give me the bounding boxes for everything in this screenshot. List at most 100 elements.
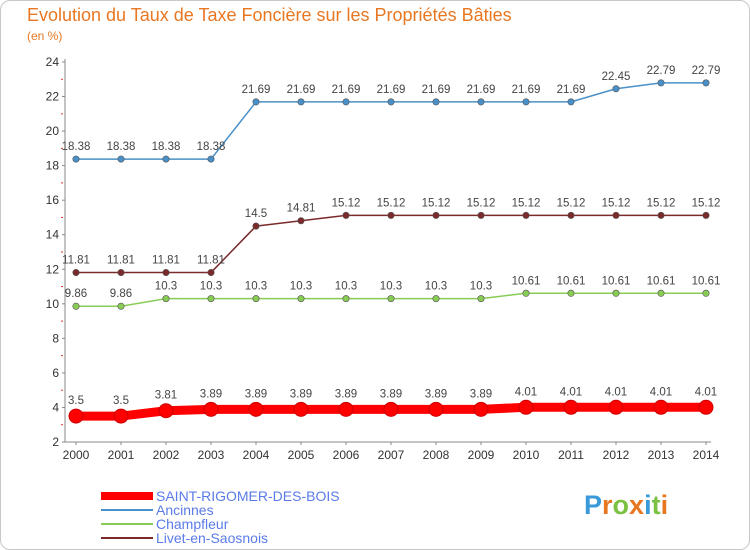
data-label-3: 11.81: [62, 255, 90, 267]
legend-swatch-livet: [101, 537, 153, 539]
data-point-0: [518, 399, 534, 415]
data-label-3: 15.12: [692, 197, 721, 209]
data-label-0: 3.89: [290, 388, 312, 400]
x-tick-label: 2013: [648, 448, 675, 462]
data-point-3: [432, 211, 440, 219]
y-tick-label: 22: [46, 90, 60, 104]
data-point-3: [207, 269, 215, 277]
data-label-3: 15.12: [512, 197, 541, 209]
data-point-3: [522, 211, 530, 219]
y-tick-label: 10: [46, 297, 60, 311]
x-tick-label: 2001: [108, 448, 135, 462]
legend-label-champfleur: Champfleur: [156, 516, 229, 532]
data-label-1: 18.38: [62, 141, 91, 153]
data-point-0: [653, 399, 669, 415]
data-point-1: [522, 98, 530, 106]
data-label-2: 9.86: [65, 288, 87, 300]
data-point-2: [342, 295, 350, 303]
unit-label: (en %): [27, 29, 63, 43]
data-point-2: [702, 289, 710, 297]
x-tick-label: 2004: [243, 448, 270, 462]
data-point-3: [612, 211, 620, 219]
data-point-2: [117, 302, 125, 310]
data-point-1: [162, 155, 170, 163]
data-label-1: 21.69: [377, 84, 406, 96]
data-label-1: 22.79: [692, 65, 721, 77]
data-label-3: 14.5: [245, 208, 267, 220]
data-label-2: 10.3: [425, 281, 447, 293]
data-point-0: [428, 401, 444, 417]
data-label-1: 21.69: [422, 84, 451, 96]
data-point-0: [473, 401, 489, 417]
data-point-2: [162, 295, 170, 303]
logo-letter: P: [584, 490, 603, 520]
data-point-3: [252, 222, 260, 230]
data-point-1: [612, 85, 620, 93]
data-label-3: 15.12: [557, 197, 586, 209]
x-tick-label: 2000: [63, 448, 90, 462]
x-tick-label: 2010: [513, 448, 540, 462]
data-label-2: 10.3: [470, 281, 492, 293]
data-label-0: 3.89: [380, 388, 402, 400]
logo-letter: x: [629, 490, 645, 520]
logo-letter: o: [612, 490, 630, 520]
data-point-1: [117, 155, 125, 163]
data-label-1: 21.69: [287, 84, 316, 96]
data-point-3: [657, 211, 665, 219]
data-point-0: [293, 401, 309, 417]
data-label-0: 3.5: [113, 395, 129, 407]
logo-letter: r: [602, 490, 613, 520]
data-labels-layer: 18.38 18.38 18.38 18.38 21.69 21.69 21.69 21.69…: [62, 65, 721, 407]
data-label-0: 3.5: [68, 395, 84, 407]
y-tick-label: 2: [52, 435, 59, 449]
data-point-0: [68, 408, 84, 424]
y-tick-label: 24: [46, 55, 60, 69]
legend-swatch-saint-rigomer: [101, 492, 153, 500]
data-label-1: 22.45: [602, 71, 631, 83]
data-point-2: [612, 289, 620, 297]
data-label-2: 10.3: [200, 281, 222, 293]
x-tick-label: 2002: [153, 448, 180, 462]
data-label-3: 15.12: [647, 197, 676, 209]
data-label-2: 10.61: [557, 275, 586, 287]
data-label-1: 18.38: [107, 141, 136, 153]
data-point-2: [477, 295, 485, 303]
x-tick-label: 2007: [378, 448, 405, 462]
logo-letter: i: [644, 490, 652, 520]
data-point-1: [702, 79, 710, 87]
data-label-0: 4.01: [605, 386, 627, 398]
data-label-2: 10.3: [155, 281, 177, 293]
data-point-2: [657, 289, 665, 297]
data-label-0: 3.89: [200, 388, 222, 400]
data-point-2: [522, 289, 530, 297]
data-label-3: 15.12: [377, 197, 406, 209]
x-tick-label: 2006: [333, 448, 360, 462]
series-layer: [68, 79, 714, 424]
data-label-3: 11.81: [197, 255, 225, 267]
x-tick-label: 2009: [468, 448, 495, 462]
data-label-2: 10.61: [647, 275, 676, 287]
data-point-2: [432, 295, 440, 303]
logo-letter: i: [660, 490, 669, 520]
data-point-1: [387, 98, 395, 106]
data-label-1: 21.69: [467, 84, 496, 96]
data-label-0: 3.89: [245, 388, 267, 400]
data-point-3: [297, 217, 305, 225]
data-point-1: [432, 98, 440, 106]
data-label-2: 10.3: [245, 281, 267, 293]
proxiti-logo: Proxiti: [584, 490, 668, 521]
data-label-0: 4.01: [515, 386, 537, 398]
data-point-2: [72, 302, 80, 310]
data-label-0: 3.89: [425, 388, 447, 400]
data-label-3: 11.81: [107, 255, 135, 267]
data-point-3: [387, 211, 395, 219]
x-tick-label: 2014: [693, 448, 720, 462]
data-label-2: 9.86: [110, 288, 132, 300]
x-tick-label: 2005: [288, 448, 315, 462]
data-point-0: [203, 401, 219, 417]
x-tick-label: 2008: [423, 448, 450, 462]
data-label-2: 10.3: [335, 281, 357, 293]
data-label-1: 22.79: [647, 65, 676, 77]
data-point-3: [477, 211, 485, 219]
